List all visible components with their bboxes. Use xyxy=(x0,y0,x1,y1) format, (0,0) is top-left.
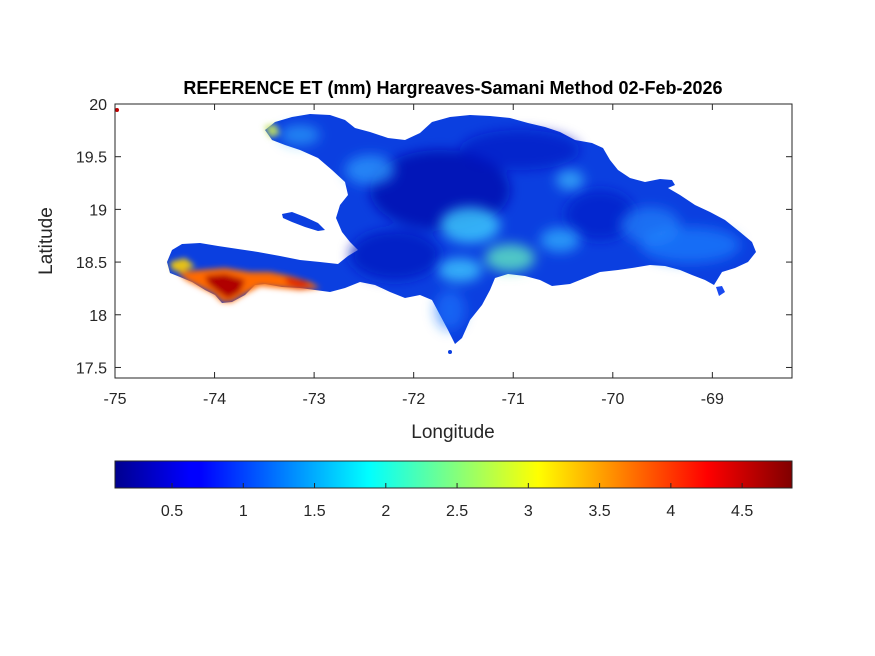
y-tick-label: 18 xyxy=(89,308,107,325)
x-tick-label: -71 xyxy=(502,391,525,408)
y-tick-label: 19 xyxy=(89,202,107,219)
colorbar-ticks: 0.5 1 1.5 2 2.5 3 3.5 4 4.5 xyxy=(161,483,753,520)
x-tick-label: -69 xyxy=(701,391,724,408)
y-tick-label: 17.5 xyxy=(76,360,107,377)
y-tick-label: 18.5 xyxy=(76,255,107,272)
axes-box xyxy=(114,103,793,379)
colorbar-tick-label: 0.5 xyxy=(161,503,183,520)
colorbar-tick-label: 4 xyxy=(666,503,675,520)
saona-island xyxy=(716,286,725,296)
colorbar-tick-label: 1 xyxy=(239,503,248,520)
y-tick-label: 20 xyxy=(89,97,107,114)
colorbar-tick-label: 2.5 xyxy=(446,503,468,520)
y-axis-label: Latitude xyxy=(36,207,57,275)
x-tick-label: -72 xyxy=(402,391,425,408)
x-tick-label: -75 xyxy=(103,391,126,408)
y-tick-label: 19.5 xyxy=(76,150,107,167)
colorbar-tick-label: 1.5 xyxy=(303,503,325,520)
gonave-island xyxy=(282,212,325,231)
colorbar-tick-label: 4.5 xyxy=(731,503,753,520)
x-tick-label: -73 xyxy=(303,391,326,408)
colorbar-tick-label: 3.5 xyxy=(588,503,610,520)
x-axis-ticks: -75 -74 -73 -72 -71 -70 -69 xyxy=(103,104,724,408)
y-axis-ticks: 17.5 18 18.5 19 19.5 20 xyxy=(76,97,792,377)
colorbar xyxy=(114,460,793,489)
x-tick-label: -74 xyxy=(203,391,226,408)
colorbar-tick-label: 2 xyxy=(381,503,390,520)
highland-shading xyxy=(280,125,740,330)
x-tick-label: -70 xyxy=(601,391,624,408)
corner-speck xyxy=(115,108,119,112)
chart-title: REFERENCE ET (mm) Hargreaves-Samani Meth… xyxy=(183,78,722,98)
southern-coast-hotspot xyxy=(170,124,320,302)
hispaniola-map xyxy=(115,108,756,354)
x-axis-label: Longitude xyxy=(411,422,494,443)
colorbar-tick-label: 3 xyxy=(524,503,533,520)
beata-islet xyxy=(448,350,452,354)
